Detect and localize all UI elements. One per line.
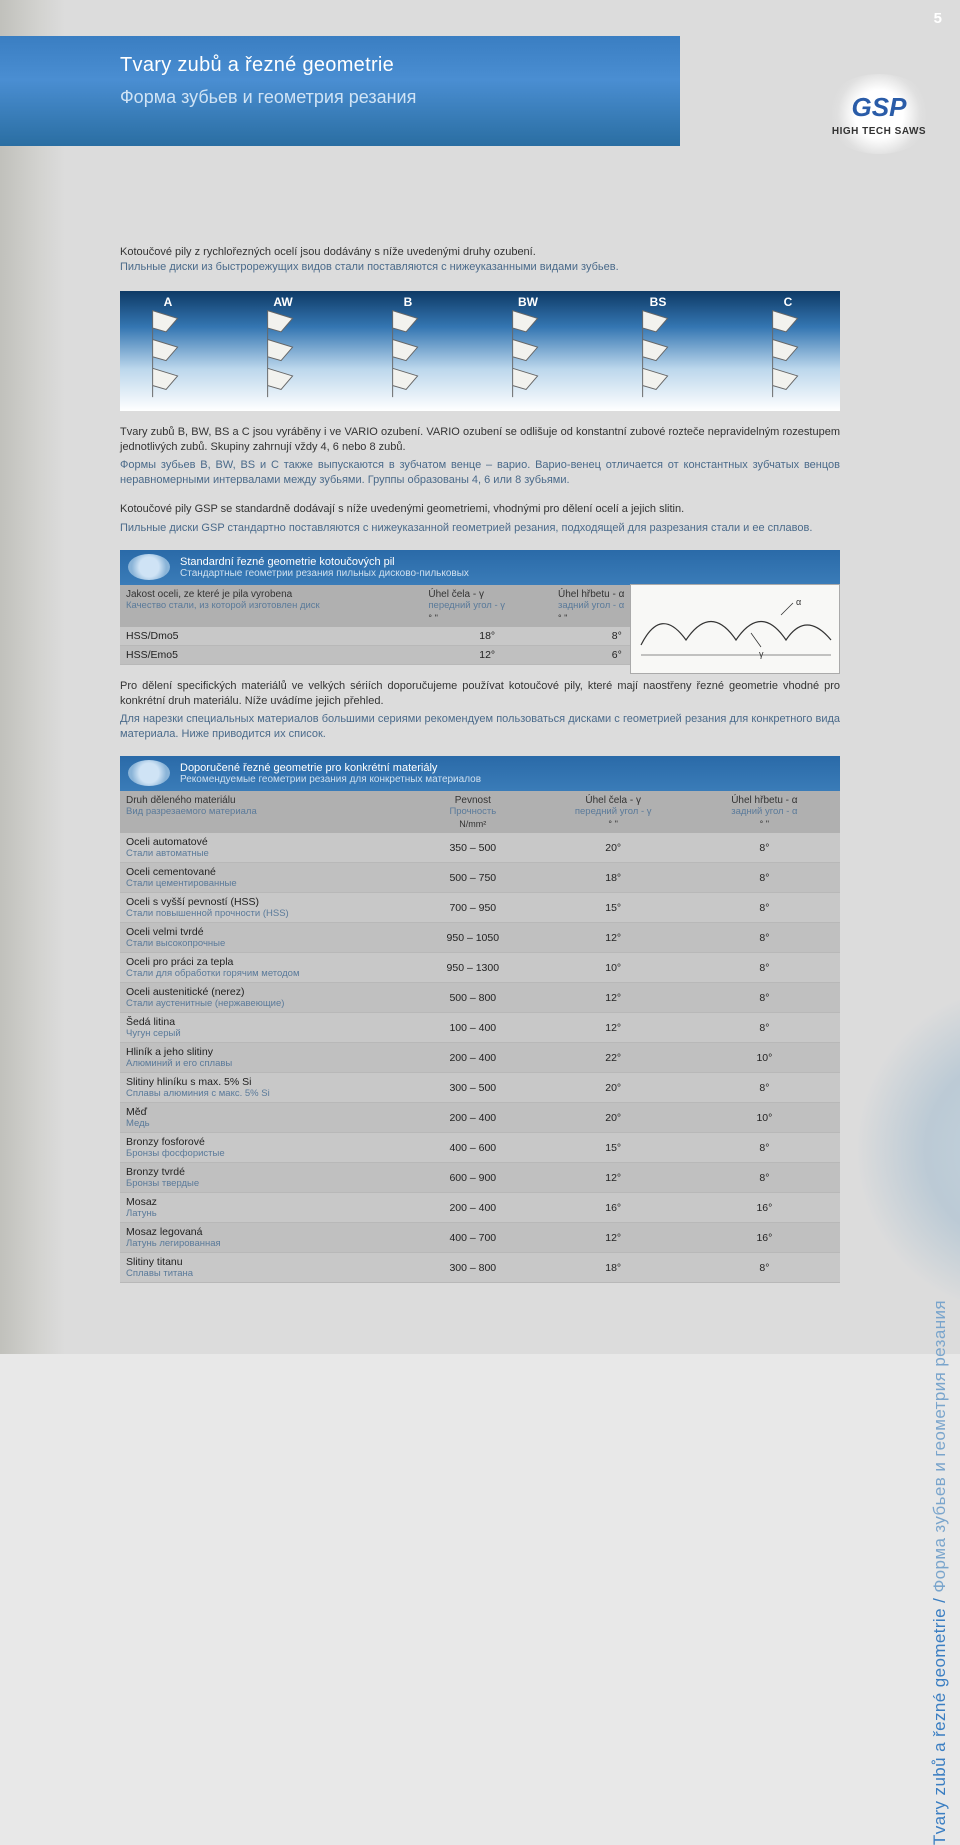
tooth-shape-c (760, 303, 816, 399)
table2-header: Doporučené řezné geometrie pro konkrétní… (120, 756, 840, 791)
intro-cz: Kotoučové pily z rychlořezných ocelí jso… (120, 245, 840, 260)
gsp-logo: GSP HIGH TECH SAWS (823, 74, 935, 154)
table2-row: Slitiny titanuСплавы титана 300 – 800 18… (120, 1253, 840, 1283)
table2-row: Bronzy fosforovéБронзы фосфористые 400 –… (120, 1133, 840, 1163)
right-saw-graphic (840, 1000, 960, 1300)
table2-row: Oceli cementovanéСтали цементированные 5… (120, 863, 840, 893)
table2-row: MěďМедь 200 – 400 20° 10° (120, 1103, 840, 1133)
table2-title-cz: Doporučené řezné geometrie pro konkrétní… (180, 762, 832, 774)
table2-row: Oceli pro práci za teplaСтали для обрабо… (120, 953, 840, 983)
table2-row: Oceli velmi tvrdéСтали высокопрочные 950… (120, 923, 840, 953)
gsp-badge-icon (128, 760, 170, 786)
para1-ru: Формы зубьев B, BW, BS и C также выпуска… (120, 458, 840, 488)
para2-ru: Пильные диски GSP стандартно поставляютс… (120, 521, 840, 536)
table2-row: Bronzy tvrdéБронзы твердые 600 – 900 12°… (120, 1163, 840, 1193)
table2-row: Oceli automatovéСтали автоматные 350 – 5… (120, 833, 840, 863)
tooth-shapes-row: A AW B BW BS C (120, 291, 840, 411)
intro-ru: Пильные диски из быстрорежущих видов ста… (120, 260, 840, 275)
table2-row: Slitiny hliníku s max. 5% SiСплавы алюми… (120, 1073, 840, 1103)
specific-materials-intro: Pro dělení specifických materiálů ve vel… (120, 679, 840, 742)
table1-header: Standardní řezné geometrie kotoučových p… (120, 550, 840, 585)
tooth-shape-bw (500, 303, 556, 399)
vario-paragraph: Tvary zubů B, BW, BS a C jsou vyráběny i… (120, 425, 840, 488)
table-recommended-geometry: Doporučené řezné geometrie pro konkrétní… (120, 756, 840, 1283)
para1-cz: Tvary zubů B, BW, BS a C jsou vyráběny i… (120, 425, 840, 455)
table2-row: Mosaz legovanáЛатунь легированная 400 – … (120, 1223, 840, 1253)
table2-row: Šedá litinaЧугун серый 100 – 400 12° 8° (120, 1013, 840, 1043)
para3-ru: Для нарезки специальных материалов больш… (120, 712, 840, 742)
tooth-shape-bs (630, 303, 686, 399)
t1-col1: Jakost oceli, ze které je pila vyrobena … (120, 585, 422, 627)
standard-geom-intro: Kotoučové pily GSP se standardně dodávaj… (120, 502, 840, 536)
table-standard-geometry: Standardní řezné geometrie kotoučových p… (120, 550, 840, 665)
table2: Druh děleného materiálu Вид разрезаемого… (120, 791, 840, 1283)
tooth-shape-b (380, 303, 436, 399)
t2-col1: Druh děleného materiálu Вид разрезаемого… (120, 791, 408, 833)
t1-col2: Úhel čela - γ передний угол - γ ° '' (422, 585, 552, 627)
table2-row: MosazЛатунь 200 – 400 16° 16° (120, 1193, 840, 1223)
t2-col2: Pevnost Прочность N/mm² (408, 791, 538, 833)
geometry-diagram: α γ (630, 584, 840, 674)
side-label: Tvary zubů a řezné geometrie / Форма зуб… (930, 1300, 950, 1845)
catalog-page: 5 Tvary zubů a řezné geometrie Форма зуб… (0, 0, 960, 1354)
para2-cz: Kotoučové pily GSP se standardně dodávaj… (120, 502, 840, 517)
svg-text:γ: γ (759, 649, 764, 659)
logo-text: GSP (823, 92, 935, 123)
content-area: Kotoučové pily z rychlořezných ocelí jso… (120, 245, 840, 1283)
left-decoration (0, 0, 65, 1354)
logo-subtext: HIGH TECH SAWS (823, 126, 935, 137)
table2-row: Hliník a jeho slitinyАлюминий и его спла… (120, 1043, 840, 1073)
gsp-badge-icon (128, 554, 170, 580)
table1-title-ru: Стандартные геометрии резания пильных ди… (180, 568, 832, 579)
table2-row: Oceli s vyšší pevností (HSS)Стали повыше… (120, 893, 840, 923)
tooth-shape-aw (255, 303, 311, 399)
t2-col3: Úhel čela - γ передний угол - γ ° '' (538, 791, 689, 833)
page-number: 5 (934, 10, 942, 27)
tooth-shape-a (140, 303, 196, 399)
header-title-cz: Tvary zubů a řezné geometrie (120, 54, 680, 77)
para3-cz: Pro dělení specifických materiálů ve vel… (120, 679, 840, 709)
svg-text:α: α (796, 597, 801, 607)
table2-row: Oceli austenitické (nerez)Стали аустенит… (120, 983, 840, 1013)
table1-title-cz: Standardní řezné geometrie kotoučových p… (180, 556, 832, 568)
header-title-ru: Форма зубьев и геометрия резания (120, 87, 680, 108)
header-banner: Tvary zubů a řezné geometrie Форма зубье… (0, 36, 680, 146)
t2-col4: Úhel hřbetu - α задний угол - α ° '' (689, 791, 840, 833)
table2-title-ru: Рекомендуемые геометрии резания для конк… (180, 774, 832, 785)
